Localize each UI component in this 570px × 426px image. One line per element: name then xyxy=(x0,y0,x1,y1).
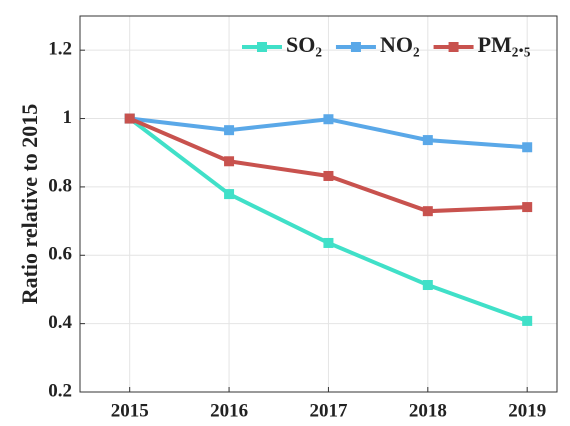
y-axis-label: Ratio relative to 2015 xyxy=(17,104,42,305)
legend-label: NO₂ xyxy=(380,32,420,57)
marker xyxy=(522,315,533,326)
marker xyxy=(224,156,235,167)
marker xyxy=(224,125,235,136)
legend-label: PM₂.₅ xyxy=(478,32,531,57)
y-tick-label: 1.2 xyxy=(48,39,72,60)
x-tick-label: 2015 xyxy=(111,400,149,421)
marker xyxy=(522,202,533,213)
marker xyxy=(422,280,433,291)
marker xyxy=(323,114,334,125)
marker xyxy=(224,189,235,200)
legend: SO₂ NO₂ PM₂.₅ xyxy=(242,32,531,57)
y-tick-label: 0.4 xyxy=(48,312,72,333)
y-tick-label: 0.8 xyxy=(48,175,72,196)
y-tick-label: 0.2 xyxy=(48,380,72,401)
plot-frame xyxy=(79,15,558,393)
legend-marker xyxy=(350,42,361,52)
x-tick-label: 2019 xyxy=(508,400,546,421)
marker xyxy=(522,142,533,153)
legend-marker xyxy=(448,42,459,52)
y-tick-label: 0.6 xyxy=(48,244,72,265)
legend-marker xyxy=(257,42,267,52)
marker xyxy=(323,237,334,248)
marker xyxy=(124,113,135,124)
marker xyxy=(422,135,433,146)
legend-label: SO₂ xyxy=(286,32,322,57)
x-tick-label: 2018 xyxy=(409,400,447,421)
y-tick-label: 1 xyxy=(63,107,73,128)
marker xyxy=(422,206,433,217)
x-tick-label: 2017 xyxy=(309,400,348,421)
x-tick-label: 2016 xyxy=(210,400,248,421)
marker xyxy=(323,170,334,181)
